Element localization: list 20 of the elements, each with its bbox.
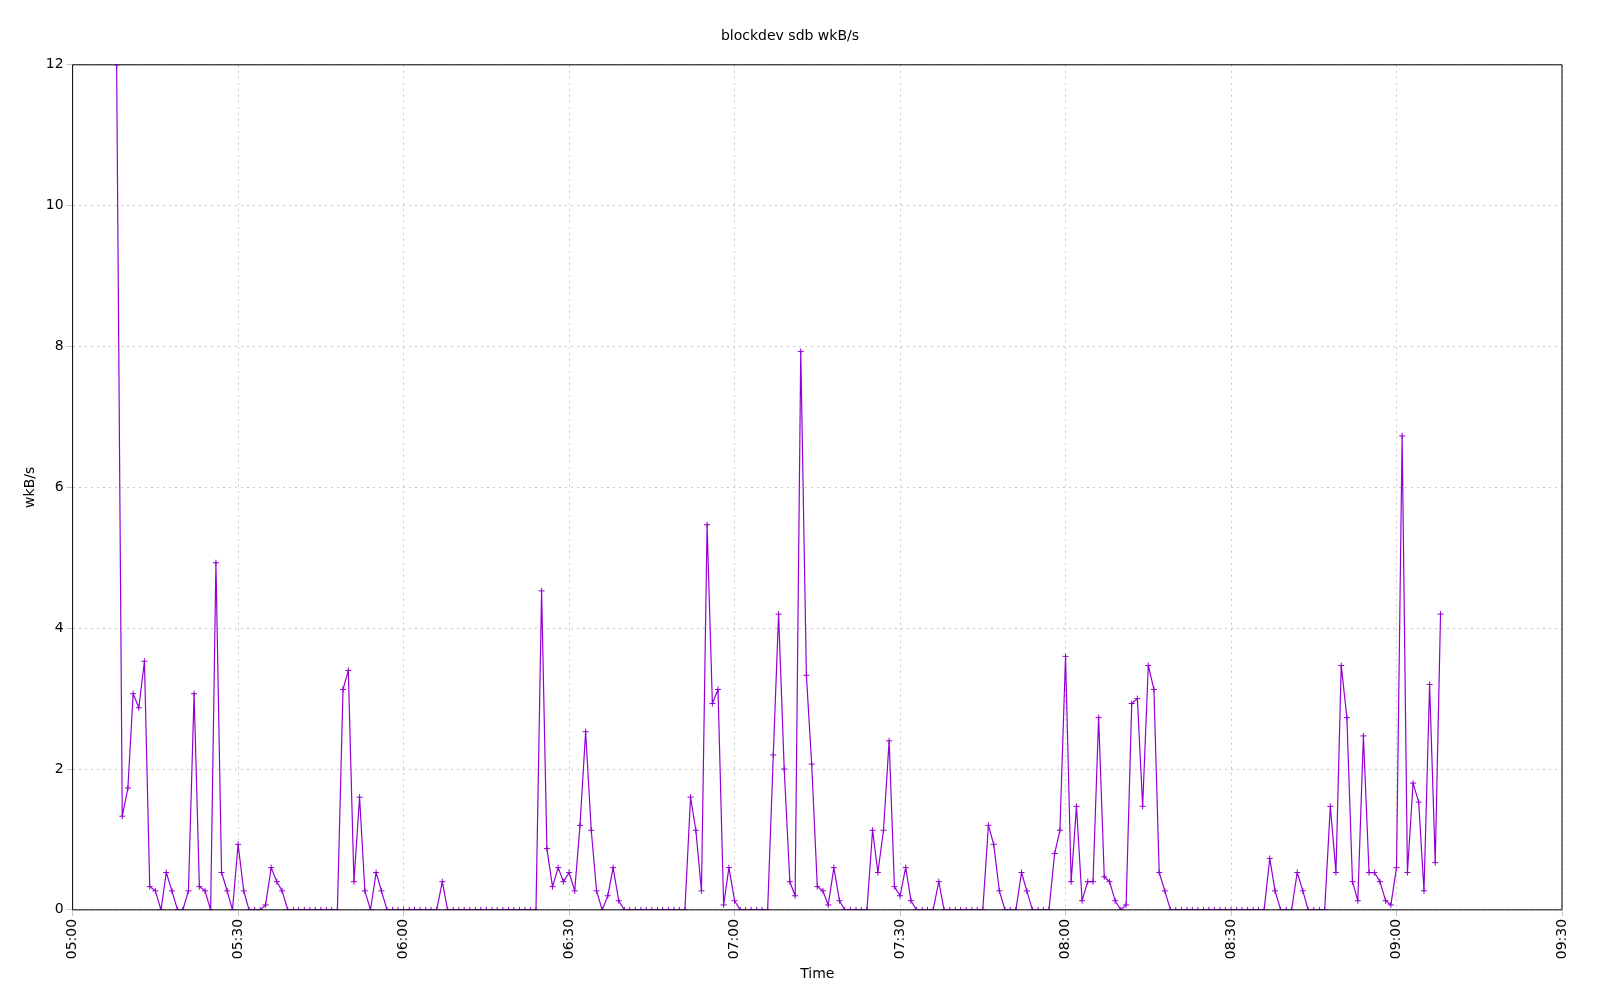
x-tick-label: 06:30 bbox=[559, 918, 576, 960]
x-tick-label: 08:30 bbox=[1221, 918, 1238, 960]
x-tick-label: 09:00 bbox=[1387, 918, 1404, 960]
x-tick-label: 06:00 bbox=[394, 918, 411, 960]
x-tick-label: 09:30 bbox=[1552, 918, 1569, 960]
y-tick-label: 2 bbox=[54, 759, 64, 776]
x-tick-label: 07:00 bbox=[725, 918, 742, 960]
y-tick-label: 10 bbox=[45, 196, 64, 213]
y-tick-label: 12 bbox=[45, 55, 64, 72]
x-tick-label: 07:30 bbox=[890, 918, 907, 960]
y-tick-label: 8 bbox=[54, 337, 64, 354]
y-tick-label: 4 bbox=[54, 618, 64, 635]
x-tick-label: 08:00 bbox=[1056, 918, 1073, 960]
x-axis-title: Time bbox=[799, 965, 835, 982]
y-axis-title: wkB/s bbox=[21, 466, 38, 508]
chart-title: blockdev sdb wkB/s bbox=[720, 27, 860, 44]
x-tick-label: 05:00 bbox=[63, 918, 80, 960]
y-tick-label: 6 bbox=[54, 477, 64, 494]
x-tick-label: 05:30 bbox=[228, 918, 245, 960]
y-tick-label: 0 bbox=[54, 900, 64, 917]
